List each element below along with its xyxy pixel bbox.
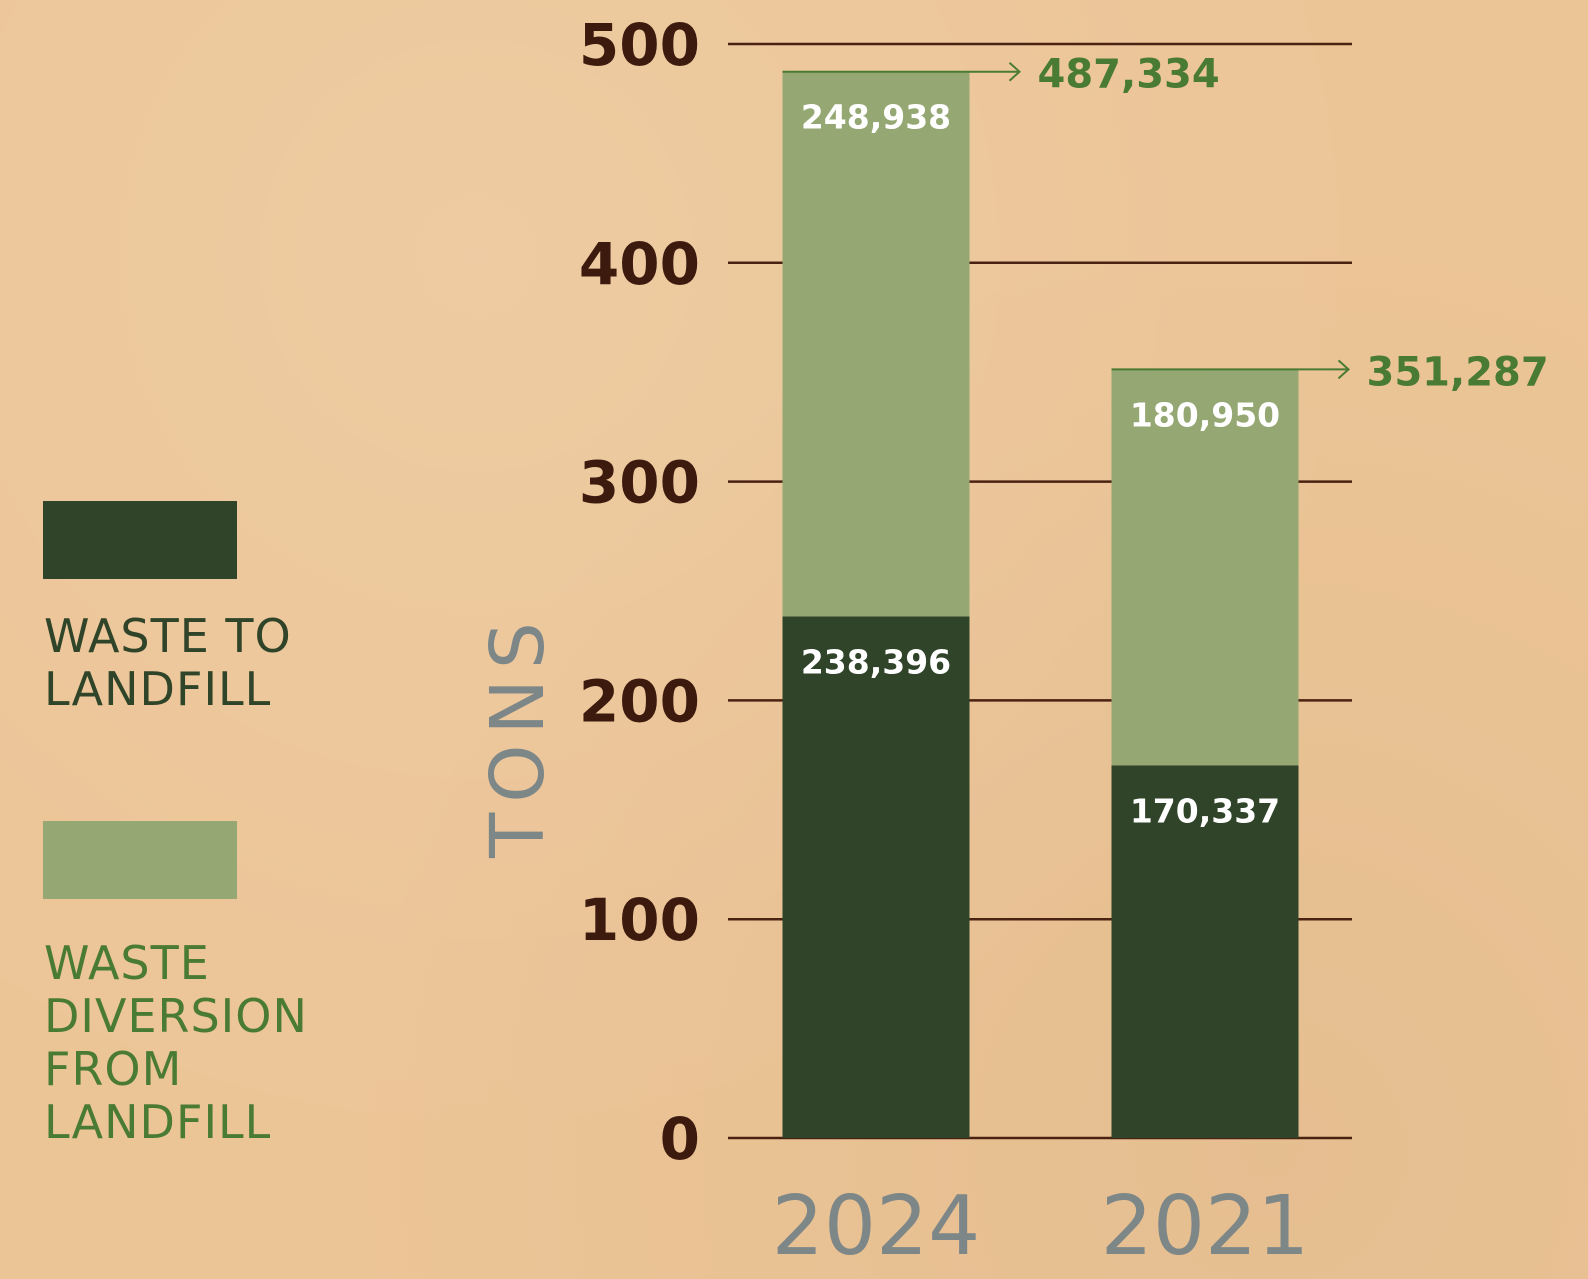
x-tick-label-2021: 2021 bbox=[1101, 1179, 1310, 1274]
total-arrow-2024 bbox=[1008, 61, 1021, 82]
total-label-2021: 351,287 bbox=[1367, 349, 1549, 395]
y-tick-label-500: 500 bbox=[579, 11, 700, 79]
data-label-landfill-2024: 238,396 bbox=[801, 642, 951, 681]
bar-landfill-2024 bbox=[782, 616, 970, 1138]
x-tick-label-2024: 2024 bbox=[772, 1179, 981, 1274]
data-label-landfill-2021: 170,337 bbox=[1130, 791, 1280, 830]
bar-landfill-2021 bbox=[1111, 765, 1299, 1138]
bar-diversion-2021 bbox=[1111, 369, 1299, 766]
y-tick-label-0: 0 bbox=[660, 1105, 700, 1173]
bar-diversion-2024 bbox=[782, 71, 970, 617]
legend-swatch-diversion bbox=[43, 821, 237, 899]
data-label-diversion-2021: 180,950 bbox=[1130, 395, 1280, 434]
y-tick-label-300: 300 bbox=[579, 449, 700, 517]
data-label-diversion-2024: 248,938 bbox=[801, 98, 951, 137]
y-tick-label-400: 400 bbox=[579, 230, 700, 298]
legend-label-landfill: WASTE TO LANDFILL bbox=[44, 609, 292, 716]
total-arrow-2021 bbox=[1337, 359, 1350, 380]
total-label-2024: 487,334 bbox=[1038, 52, 1220, 98]
legend-swatch-landfill bbox=[43, 501, 237, 579]
legend-label-diversion: WASTE DIVERSION FROM LANDFILL bbox=[44, 936, 308, 1149]
y-tick-label-100: 100 bbox=[579, 886, 700, 954]
y-tick-label-200: 200 bbox=[579, 667, 700, 735]
